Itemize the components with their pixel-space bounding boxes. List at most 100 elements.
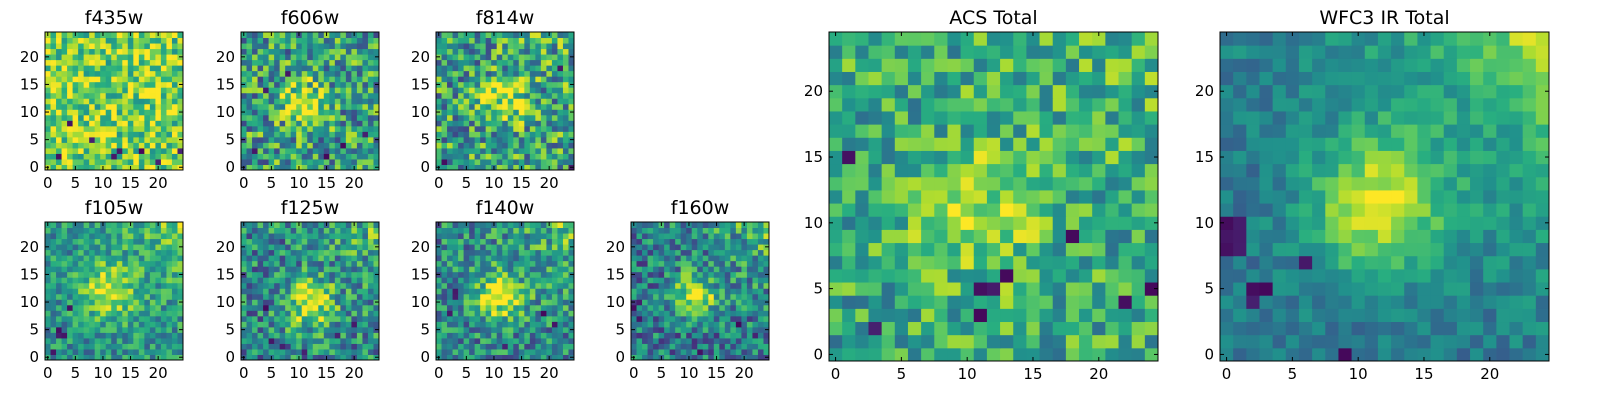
pixel-cell <box>752 288 759 295</box>
pixel-cell <box>474 321 481 328</box>
pixel-cell <box>127 48 134 55</box>
pixel-cell <box>279 153 286 160</box>
pixel-cell <box>947 163 962 178</box>
pixel-cell <box>307 282 314 289</box>
pixel-cell <box>127 321 134 328</box>
pixel-cell <box>45 103 52 110</box>
pixel-cell <box>686 310 693 317</box>
pixel-cell <box>474 48 481 55</box>
pixel-cell <box>149 43 156 50</box>
pixel-cell <box>741 227 748 234</box>
pixel-cell <box>268 92 275 99</box>
pixel-cell <box>263 222 270 229</box>
pixel-cell <box>50 125 57 132</box>
pixel-cell <box>301 222 308 229</box>
pixel-cell <box>507 304 514 311</box>
pixel-cell <box>491 142 498 149</box>
pixel-cell <box>973 216 988 230</box>
pixel-cell <box>67 315 74 322</box>
pixel-cell <box>307 233 314 240</box>
pixel-cell <box>83 255 90 262</box>
pixel-cell <box>263 277 270 284</box>
pixel-cell <box>741 326 748 333</box>
pixel-cell <box>241 343 248 350</box>
pixel-cell <box>307 92 314 99</box>
pixel-cell <box>1013 308 1027 323</box>
pixel-cell <box>144 70 151 77</box>
pixel-cell <box>323 153 330 160</box>
pixel-cell <box>518 299 525 306</box>
pixel-cell <box>485 304 492 311</box>
pixel-cell <box>647 233 654 240</box>
pixel-cell <box>257 32 264 39</box>
pixel-cell <box>279 244 286 251</box>
pixel-cell <box>356 136 363 143</box>
pixel-cell <box>61 310 68 317</box>
pixel-cell <box>562 244 569 251</box>
pixel-cell <box>713 332 720 339</box>
pixel-cell <box>268 98 275 105</box>
pixel-cell <box>441 277 448 284</box>
pixel-cell <box>246 277 253 284</box>
pixel-cell <box>724 299 731 306</box>
pixel-cell <box>56 147 63 154</box>
pixel-cell <box>94 343 101 350</box>
pixel-cell <box>546 266 553 273</box>
pixel-cell <box>529 131 536 138</box>
pixel-cell <box>491 299 498 306</box>
pixel-cell <box>474 288 481 295</box>
pixel-cell <box>921 347 935 362</box>
pixel-cell <box>329 343 336 350</box>
pixel-cell <box>89 260 96 267</box>
pixel-cell <box>155 310 162 317</box>
pixel-cell <box>307 255 314 262</box>
pixel-cell <box>111 293 118 300</box>
pixel-cell <box>535 332 542 339</box>
pixel-cell <box>56 255 63 262</box>
pixel-cell <box>702 348 709 355</box>
pixel-cell <box>441 315 448 322</box>
pixel-cell <box>252 92 259 99</box>
pixel-cell <box>730 310 737 317</box>
pixel-cell <box>149 249 156 256</box>
pixel-cell <box>241 321 248 328</box>
pixel-cell <box>708 233 715 240</box>
pixel-cell <box>144 348 151 355</box>
pixel-cell <box>741 343 748 350</box>
pixel-cell <box>166 147 173 154</box>
pixel-cell <box>485 125 492 132</box>
pixel-cell <box>741 310 748 317</box>
pixel-cell <box>507 81 514 88</box>
pixel-cell <box>513 238 520 245</box>
pixel-cell <box>61 299 68 306</box>
pixel-cell <box>664 321 671 328</box>
pixel-cell <box>1065 282 1080 296</box>
pixel-cell <box>83 70 90 77</box>
pixel-cell <box>307 348 314 355</box>
pixel-cell <box>334 299 341 306</box>
pixel-cell <box>557 37 564 44</box>
pixel-cell <box>562 98 569 105</box>
pixel-cell <box>485 343 492 350</box>
pixel-cell <box>986 321 1001 336</box>
pixel-cell <box>89 70 96 77</box>
pixel-cell <box>535 244 542 251</box>
pixel-cell <box>680 326 687 333</box>
pixel-cell <box>83 282 90 289</box>
pixel-cell <box>535 81 542 88</box>
pixel-cell <box>658 249 665 256</box>
pixel-cell <box>1013 229 1027 244</box>
pixel-cell <box>1000 295 1014 309</box>
pixel-cell <box>56 293 63 300</box>
pixel-cell <box>934 203 948 217</box>
pixel-cell <box>171 238 178 245</box>
pixel-cell <box>463 310 470 317</box>
pixel-cell <box>138 76 145 83</box>
pixel-cell <box>664 332 671 339</box>
pixel-cell <box>485 32 492 39</box>
pixel-cell <box>680 304 687 311</box>
pixel-cell <box>735 271 742 278</box>
pixel-cell <box>323 65 330 72</box>
pixel-cell <box>323 260 330 267</box>
pixel-cell <box>127 332 134 339</box>
